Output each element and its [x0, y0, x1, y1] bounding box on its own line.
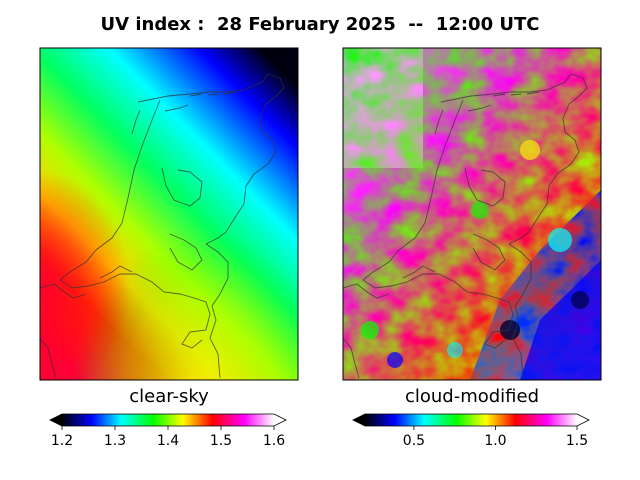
- cloud-modified-label: cloud-modified: [404, 386, 540, 407]
- cloud-modified-colorbar: [352, 413, 590, 430]
- colorbar-tick-label: 1.5: [209, 433, 233, 449]
- colorbar-tick-label: 0.5: [402, 433, 426, 449]
- cloud-modified-colorbar-ticks: [413, 426, 578, 430]
- colorbar-tick-label: 1.6: [262, 433, 286, 449]
- colorbar-tick-label: 1.2: [50, 433, 74, 449]
- colorbar-tick-label: 1.5: [565, 433, 589, 449]
- cloud-modified-map: [342, 47, 602, 381]
- colorbar-tick-label: 1.0: [484, 433, 507, 449]
- clear-sky-label: clear-sky: [129, 386, 209, 407]
- clear-sky-colorbar-ticks: [61, 426, 275, 430]
- colorbar-tick-label: 1.4: [156, 433, 180, 449]
- clear-sky-map: [39, 47, 299, 381]
- colorbar-tick-label: 1.3: [103, 433, 127, 449]
- figure-title: UV index : 28 February 2025 -- 12:00 UTC: [100, 14, 540, 35]
- clear-sky-colorbar: [49, 413, 287, 430]
